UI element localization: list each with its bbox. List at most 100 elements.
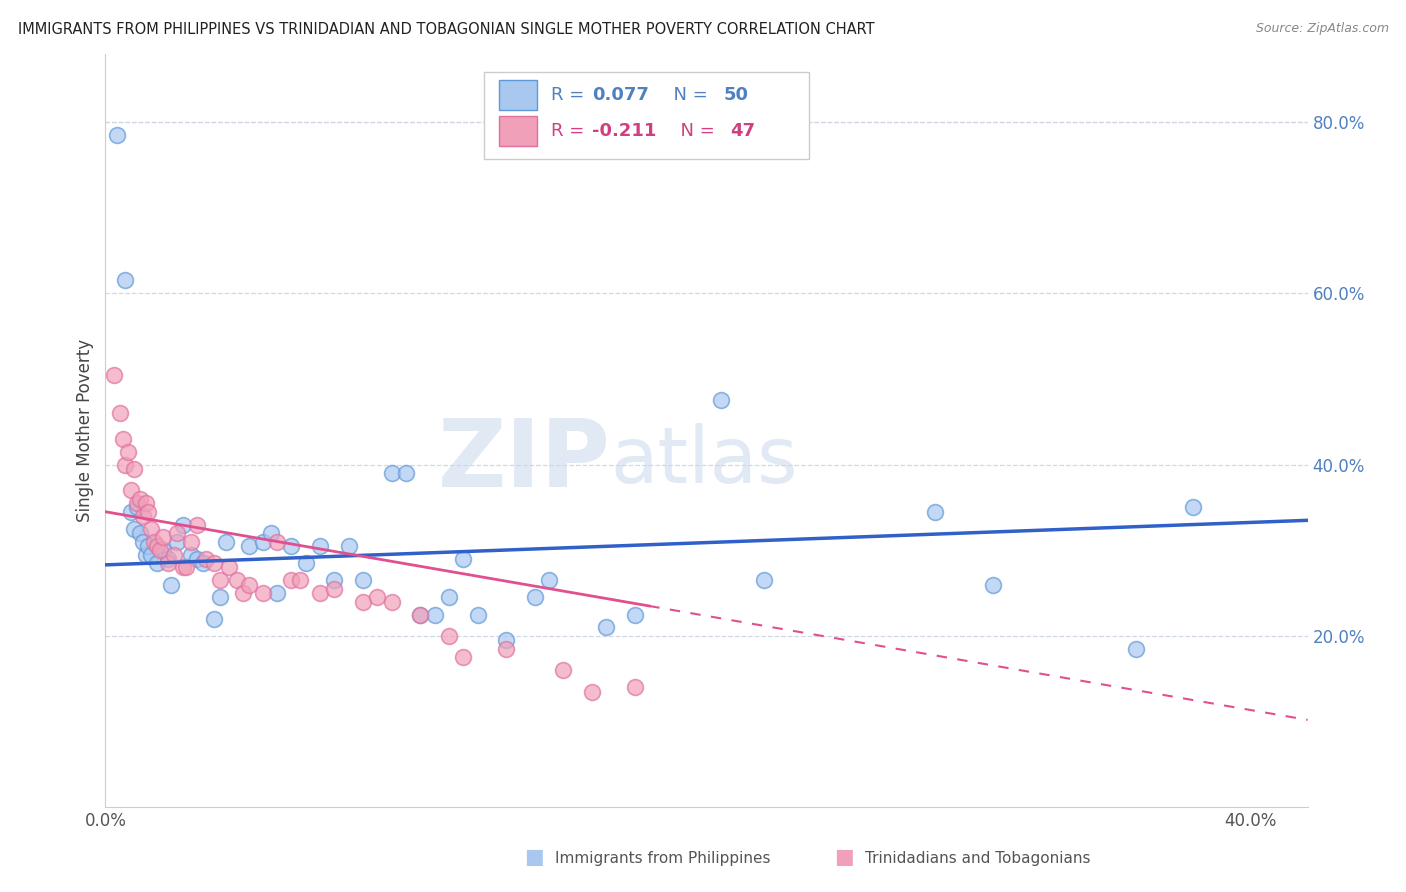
Point [157, 552, 180, 566]
Point [125, 500, 148, 515]
Text: 47: 47 [731, 122, 755, 140]
Point [172, 560, 194, 574]
Point [194, 552, 217, 566]
Point [1182, 500, 1205, 515]
Point [981, 577, 1004, 591]
Point [309, 586, 332, 600]
Point [131, 534, 153, 549]
Point [208, 574, 231, 588]
Point [128, 526, 150, 541]
Point [180, 534, 202, 549]
Point [266, 586, 288, 600]
Point [323, 582, 346, 596]
Point [624, 681, 647, 695]
Point [266, 534, 288, 549]
Point [135, 548, 157, 562]
FancyBboxPatch shape [499, 80, 537, 110]
Point [135, 496, 157, 510]
Point [180, 548, 202, 562]
Point [146, 539, 169, 553]
Point [581, 684, 603, 698]
Point [238, 539, 260, 553]
Text: Immigrants from Philippines: Immigrants from Philippines [555, 852, 770, 866]
FancyBboxPatch shape [499, 116, 537, 146]
Point [122, 462, 145, 476]
Text: N =: N = [662, 86, 713, 104]
Point [624, 607, 647, 622]
Text: R =: R = [551, 122, 591, 140]
Point [238, 577, 260, 591]
Point [409, 607, 432, 622]
Point [174, 560, 197, 574]
Point [252, 586, 274, 600]
Point [160, 577, 183, 591]
Text: atlas: atlas [610, 423, 797, 499]
Point [309, 539, 332, 553]
Point [423, 607, 446, 622]
Point [495, 633, 517, 648]
Point [186, 517, 208, 532]
Point [166, 526, 188, 541]
Point [451, 650, 474, 665]
Point [523, 591, 546, 605]
Point [252, 534, 274, 549]
Point [149, 543, 172, 558]
Text: Trinidadians and Tobagonians: Trinidadians and Tobagonians [865, 852, 1090, 866]
Point [323, 574, 346, 588]
Point [218, 560, 240, 574]
Point [191, 556, 214, 570]
Point [381, 467, 404, 481]
Point [186, 552, 208, 566]
Text: Source: ZipAtlas.com: Source: ZipAtlas.com [1256, 22, 1389, 36]
Point [202, 556, 225, 570]
Point [553, 663, 575, 677]
Point [337, 539, 360, 553]
Point [138, 505, 160, 519]
Point [111, 432, 134, 446]
Point [595, 620, 617, 634]
Point [752, 574, 775, 588]
Point [467, 607, 489, 622]
Point [437, 629, 460, 643]
Point [208, 591, 231, 605]
Point [366, 591, 388, 605]
Point [138, 539, 160, 553]
Point [409, 607, 432, 622]
Text: ■: ■ [524, 847, 544, 867]
Point [924, 505, 946, 519]
Point [117, 445, 139, 459]
Point [352, 595, 374, 609]
Text: ■: ■ [834, 847, 853, 867]
Point [260, 526, 283, 541]
Point [295, 556, 318, 570]
Point [120, 483, 142, 498]
Point [710, 393, 733, 408]
Point [166, 534, 188, 549]
Point [451, 552, 474, 566]
Point [108, 406, 131, 420]
Point [352, 574, 374, 588]
Text: IMMIGRANTS FROM PHILIPPINES VS TRINIDADIAN AND TOBAGONIAN SINGLE MOTHER POVERTY : IMMIGRANTS FROM PHILIPPINES VS TRINIDADI… [18, 22, 875, 37]
Point [114, 458, 136, 472]
Point [105, 128, 128, 142]
Point [172, 517, 194, 532]
Point [280, 574, 302, 588]
Point [437, 591, 460, 605]
Point [103, 368, 125, 382]
Text: -0.211: -0.211 [592, 122, 657, 140]
Point [202, 612, 225, 626]
Text: 0.077: 0.077 [592, 86, 650, 104]
Point [280, 539, 302, 553]
Point [141, 522, 163, 536]
Point [157, 556, 180, 570]
Point [125, 496, 148, 510]
Point [495, 641, 517, 656]
Point [226, 574, 249, 588]
Text: N =: N = [669, 122, 721, 140]
Point [214, 534, 236, 549]
Point [288, 574, 311, 588]
Point [141, 548, 163, 562]
Point [146, 556, 169, 570]
Y-axis label: Single Mother Poverty: Single Mother Poverty [76, 339, 94, 522]
Point [128, 491, 150, 506]
